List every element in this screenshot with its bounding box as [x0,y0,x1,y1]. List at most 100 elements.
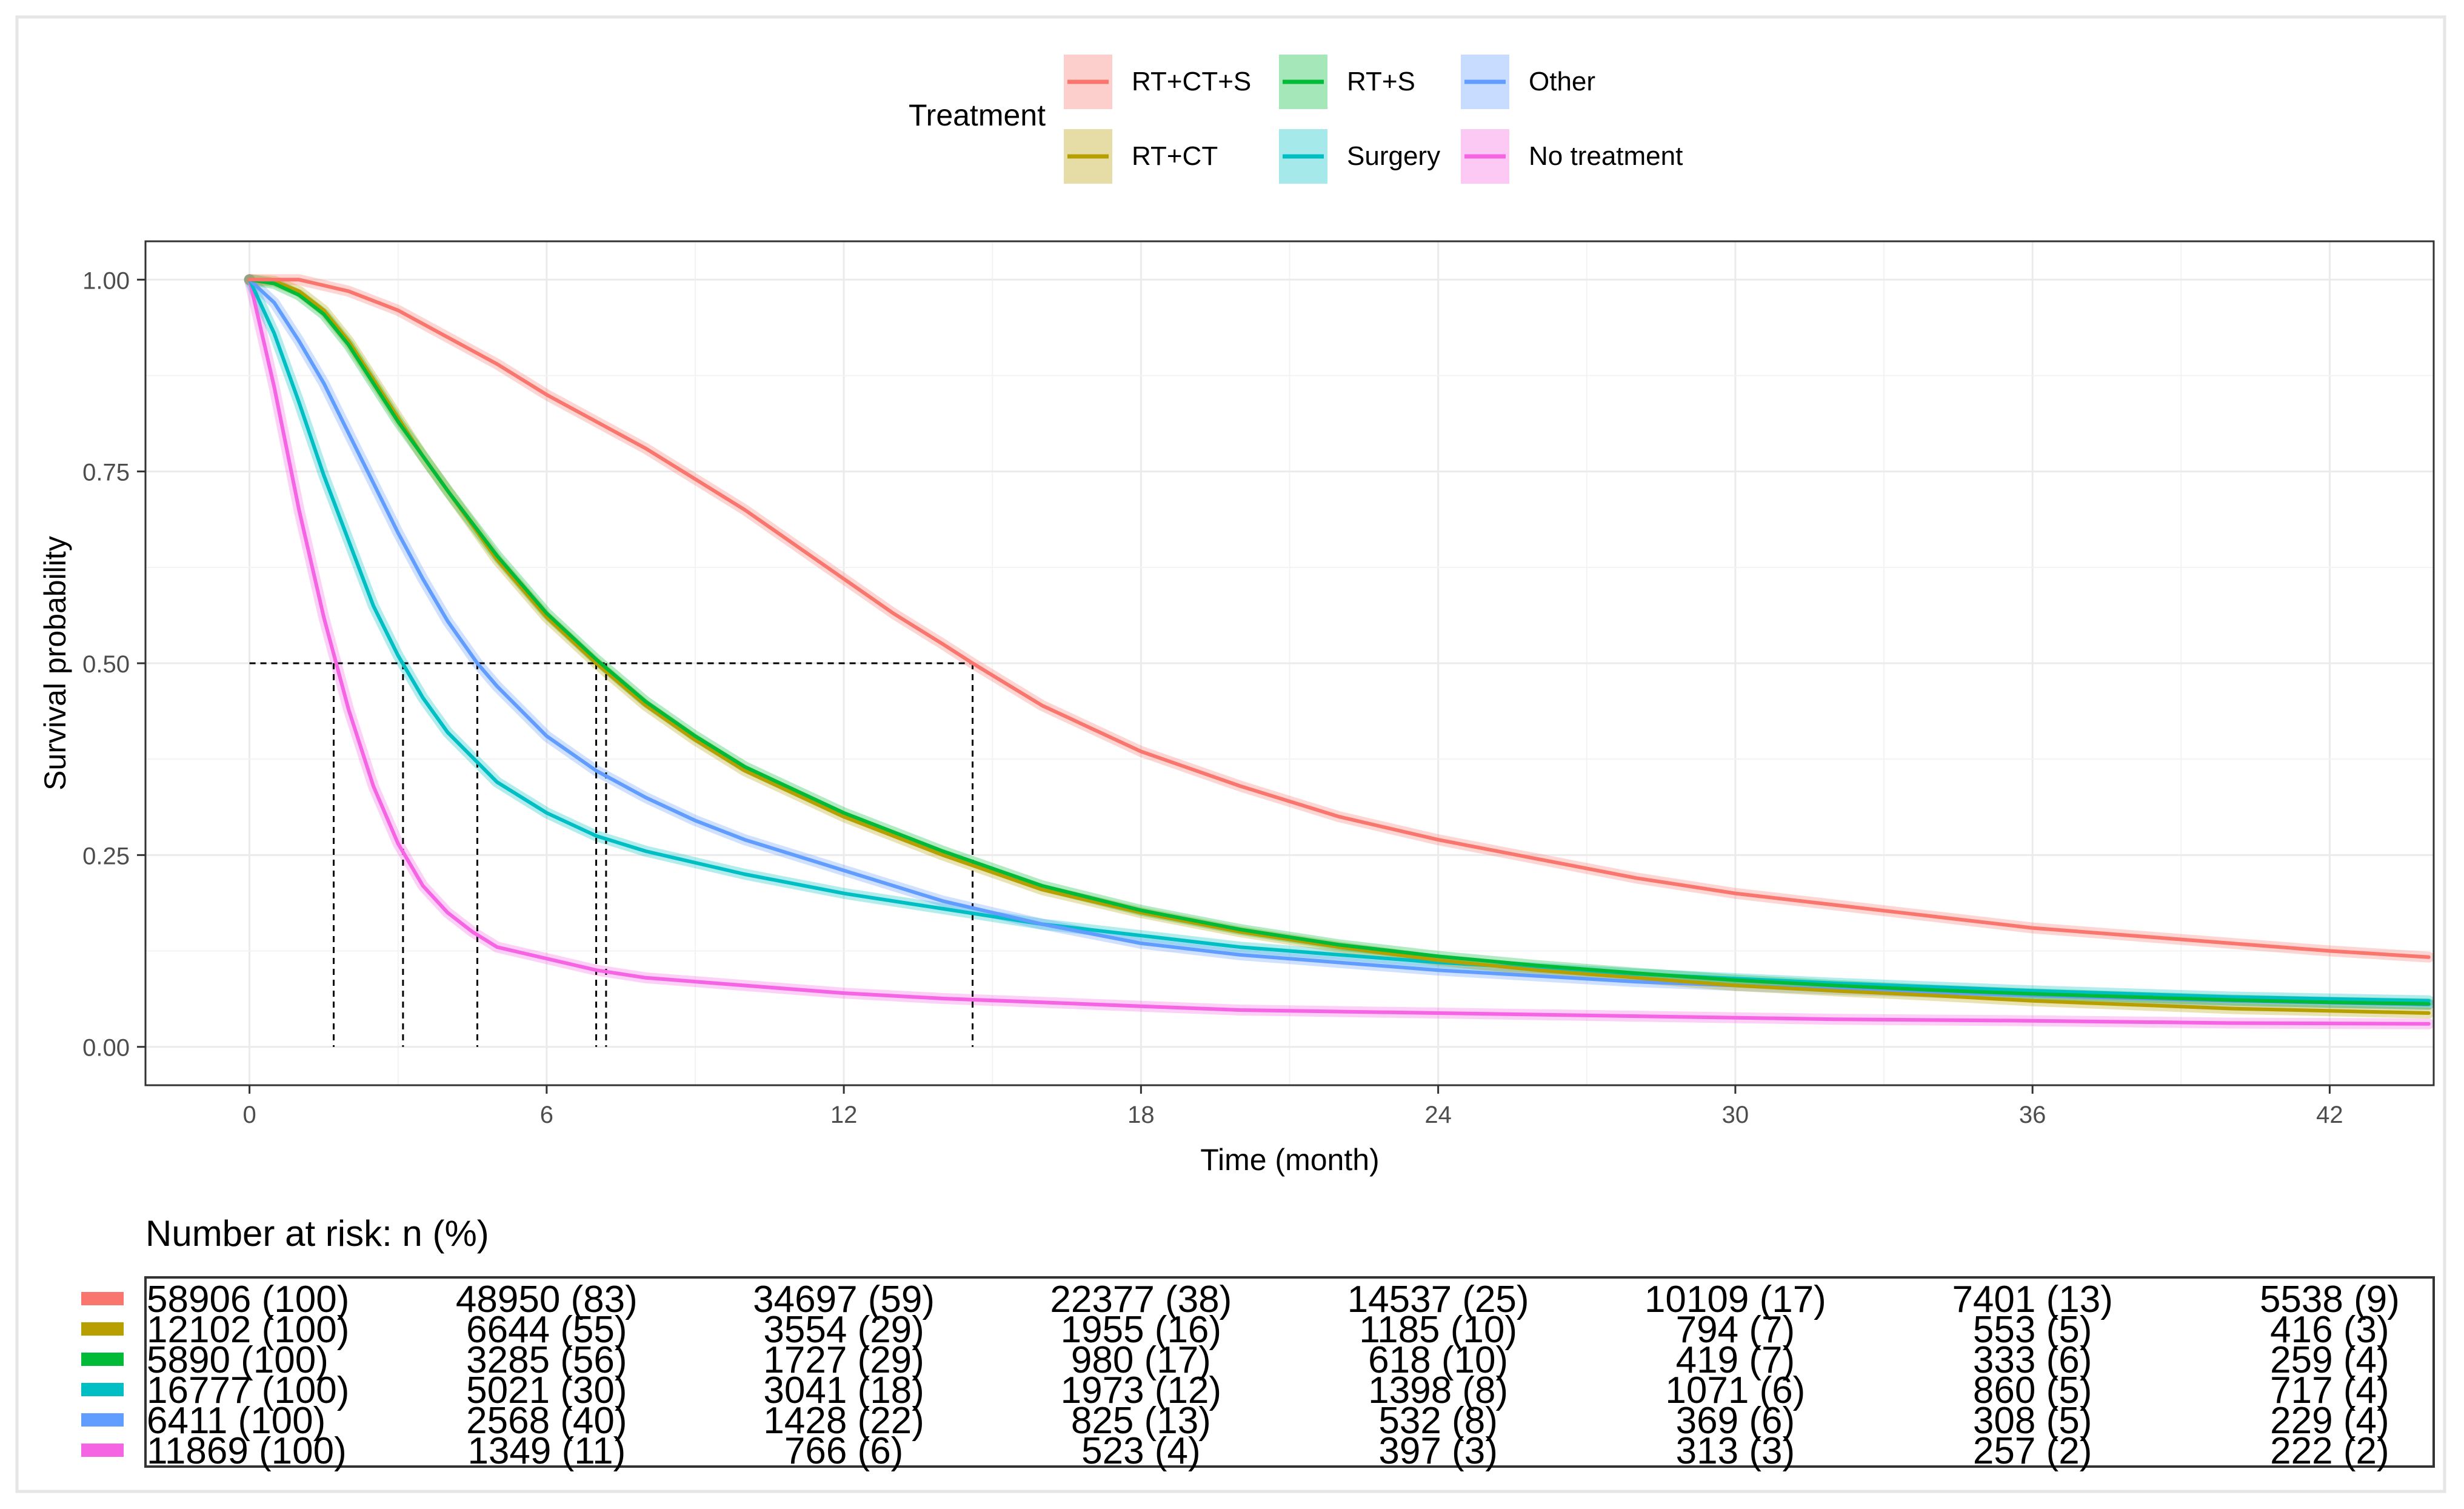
legend-label: No treatment [1529,141,1683,171]
risk-cell: 48950 (83) [456,1279,638,1320]
y-axis: 0.00 0.25 0.50 0.75 1.00 [82,267,145,1062]
x-tick-label: 24 [1424,1102,1452,1128]
risk-table-border [144,1276,2435,1468]
risk-cell: 3285 (56) [466,1339,627,1381]
y-tick-label: 0.00 [82,1035,130,1062]
risk-table-title: Number at risk: n (%) [145,1213,489,1254]
risk-key-other [81,1413,124,1427]
legend-item-rt-s: RT+S [1279,55,1415,109]
plot-panel: 0.00 0.25 0.50 0.75 1.00 0 6 12 18 24 30 36 42 Time… [38,240,2435,1177]
risk-cell: 1398 (8) [1368,1370,1508,1411]
legend-label: Other [1529,67,1595,96]
risk-cell: 1727 (29) [763,1339,924,1381]
risk-cell: 229 (4) [2270,1400,2389,1442]
legend-item-no-treatment: No treatment [1461,129,1683,184]
y-axis-label: Survival probability [38,536,72,791]
series-line-other [247,278,2431,1007]
risk-cell: 825 (13) [1071,1400,1211,1442]
x-tick-label: 36 [2019,1102,2046,1128]
y-tick-label: 0.50 [82,651,130,678]
risk-cell: 6644 (55) [466,1309,627,1351]
risk-cell: 58906 (100) [147,1279,349,1320]
x-tick-label: 18 [1127,1102,1155,1128]
risk-cell: 766 (6) [784,1430,903,1472]
x-axis-label: Time (month) [1200,1143,1379,1177]
x-axis: 0 6 12 18 24 30 36 42 [242,1085,2343,1128]
risk-cell: 5538 (9) [2260,1279,2400,1320]
risk-key-rt-ct-s [81,1292,124,1305]
legend-item-rt-ct-s: RT+CT+S [1064,55,1251,109]
risk-key-no-treatment [81,1444,124,1457]
risk-cell: 416 (3) [2270,1309,2389,1351]
risk-cell: 34697 (59) [753,1279,935,1320]
legend-label: RT+S [1347,67,1415,96]
grid-lines [145,241,2434,1085]
risk-cell: 1973 (12) [1061,1370,1221,1411]
risk-key-rt-ct [81,1322,124,1336]
risk-cell: 397 (3) [1378,1430,1497,1472]
risk-cell: 1071 (6) [1665,1370,1805,1411]
risk-cell: 980 (17) [1071,1339,1211,1381]
risk-cell: 1428 (22) [763,1400,924,1442]
risk-cell: 22377 (38) [1050,1279,1232,1320]
risk-cell: 3554 (29) [763,1309,924,1351]
risk-table: Number at risk: n (%) 58906 (100) 48950 (… [81,1213,2435,1472]
legend-label: Surgery [1347,141,1440,171]
x-tick-label: 0 [242,1102,256,1128]
risk-table-color-keys [81,1292,124,1457]
series-lines [247,278,2431,1026]
series-line-no-treatment [247,278,2431,1026]
risk-cell: 259 (4) [2270,1339,2389,1381]
x-tick-label: 30 [1722,1102,1749,1128]
risk-cell: 523 (4) [1081,1430,1200,1472]
risk-cell: 860 (5) [1973,1370,2092,1411]
risk-cell: 3041 (18) [763,1370,924,1411]
y-tick-label: 1.00 [82,267,130,294]
risk-cell: 618 (10) [1368,1339,1508,1381]
risk-cell: 5890 (100) [147,1339,329,1381]
risk-cell: 222 (2) [2270,1430,2389,1472]
legend-item-rt-ct: RT+CT [1064,129,1218,184]
risk-cell: 6411 (100) [147,1400,326,1442]
legend-label: RT+CT [1132,141,1218,171]
risk-cell: 794 (7) [1676,1309,1795,1351]
median-reference-lines [249,662,974,1047]
y-tick-label: 0.25 [82,843,130,869]
risk-cell: 11869 (100) [147,1430,347,1472]
risk-cell: 419 (7) [1676,1339,1795,1381]
legend-label: RT+CT+S [1132,67,1251,96]
series-line-rt-ct [247,278,2431,1015]
risk-cell: 2568 (40) [466,1400,627,1442]
risk-cell: 14537 (25) [1347,1279,1529,1320]
x-tick-label: 12 [830,1102,858,1128]
series-line-rt-ct-s [247,278,2431,959]
series-line-rt-s [247,278,2431,1006]
risk-cell: 308 (5) [1973,1400,2092,1442]
y-tick-label: 0.75 [82,460,130,486]
risk-cell: 10109 (17) [1644,1279,1826,1320]
risk-cell: 1955 (16) [1061,1309,1221,1351]
legend-title: Treatment [909,98,1046,132]
x-tick-label: 6 [540,1102,553,1128]
legend-item-other: Other [1461,55,1595,109]
risk-cell: 313 (3) [1676,1430,1795,1472]
risk-cell: 369 (6) [1676,1400,1795,1442]
risk-cell: 333 (6) [1973,1339,2092,1381]
legend-item-surgery: Surgery [1279,129,1440,184]
x-tick-label: 42 [2316,1102,2343,1128]
risk-cell: 12102 (100) [147,1309,349,1351]
risk-key-surgery [81,1383,124,1396]
risk-key-rt-s [81,1353,124,1366]
risk-cell: 16777 (100) [147,1370,349,1411]
risk-cell: 1185 (10) [1359,1309,1517,1351]
legend: Treatment RT+CT+S RT+CT RT+S Surgery Other No… [909,55,1683,184]
risk-cell: 1349 (11) [467,1430,626,1472]
risk-cell: 5021 (30) [466,1370,627,1411]
risk-cell: 532 (8) [1378,1400,1497,1442]
risk-cell: 7401 (13) [1952,1279,2112,1320]
risk-cell: 257 (2) [1973,1430,2092,1472]
risk-cell: 553 (5) [1973,1309,2092,1351]
risk-table-cells: 58906 (100) 48950 (83) 34697 (59) 22377 (38… [147,1279,2400,1472]
